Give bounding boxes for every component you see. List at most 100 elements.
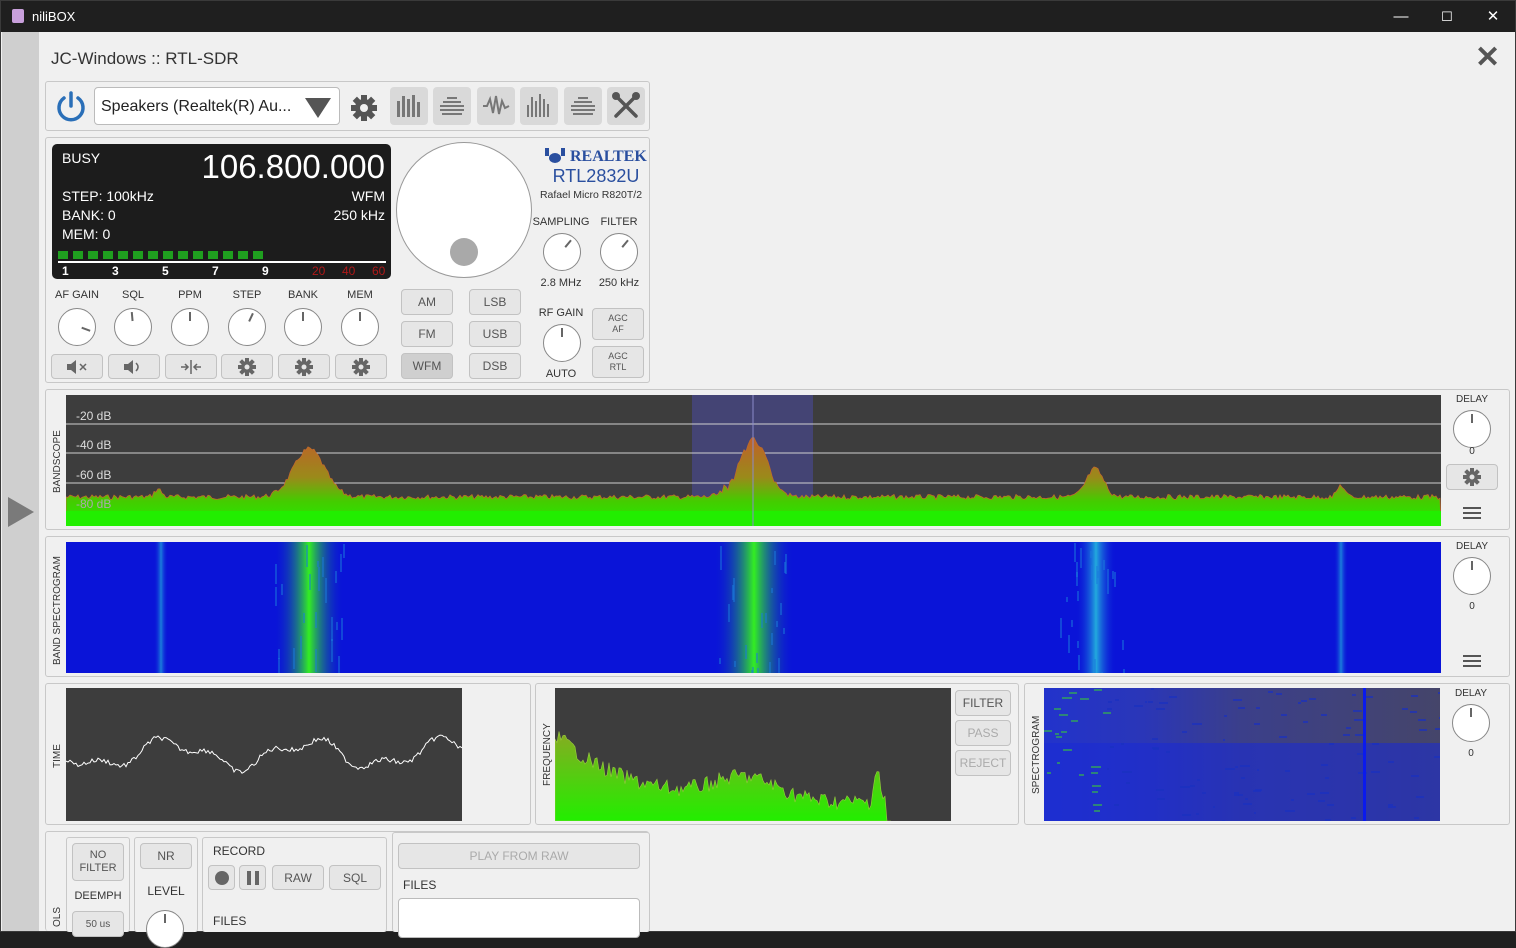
spectrogram-speck — [1371, 771, 1380, 773]
tuning-dial-grip[interactable] — [450, 238, 478, 266]
agc-rtl-button[interactable]: AGC RTL — [592, 346, 644, 378]
waveform-trace — [66, 734, 462, 774]
files-list[interactable] — [398, 898, 640, 938]
filter-knob[interactable] — [600, 233, 638, 271]
spectrogram-delay-knob[interactable] — [1453, 557, 1491, 595]
sql-knob[interactable] — [114, 308, 152, 346]
spectrogram-toggle-button[interactable] — [433, 87, 471, 125]
bank-knob[interactable] — [284, 308, 322, 346]
rfgain-label: RF GAIN — [538, 307, 584, 319]
agc-af-button[interactable]: AGC AF — [592, 308, 644, 340]
spectrogram-streak — [780, 603, 782, 615]
spectrogram-streak — [1071, 620, 1073, 627]
mode-am-button[interactable]: AM — [401, 289, 453, 315]
spectrogram-speck — [1057, 762, 1060, 764]
maximize-icon[interactable]: ☐ — [1441, 9, 1453, 24]
frequency-plot[interactable] — [555, 688, 951, 821]
frequency-toggle-button[interactable] — [520, 87, 558, 125]
spectrogram-streak — [761, 613, 763, 628]
raw-button[interactable]: RAW — [272, 865, 324, 890]
audio-spectrogram-label: SPECTROGRAM — [1031, 715, 1042, 794]
bandscope-plot[interactable]: -20 dB -40 dB -60 dB -80 dB — [66, 395, 1441, 526]
tuning-dial[interactable] — [396, 142, 532, 278]
volume-button[interactable] — [108, 354, 160, 379]
spectrogram-speck — [1365, 696, 1373, 698]
bandscope-toggle-button[interactable] — [390, 87, 428, 125]
bandscope-svg — [66, 395, 1441, 526]
spectrogram-speck — [1321, 764, 1328, 766]
mute-button[interactable] — [51, 354, 103, 379]
spectrogram-speck — [1169, 696, 1177, 698]
record-button[interactable] — [208, 865, 235, 890]
device-close-icon[interactable]: ✕ — [1475, 41, 1501, 74]
mem-knob[interactable] — [341, 308, 379, 346]
lcd-frequency[interactable]: 106.800.000 — [201, 148, 385, 185]
waterfall-icon — [440, 97, 464, 115]
mode-dsb-button[interactable]: DSB — [469, 353, 521, 379]
bandscope-delay-knob[interactable] — [1453, 410, 1491, 448]
deemph-button[interactable]: 50 us — [72, 911, 124, 937]
nr-button[interactable]: NR — [140, 843, 192, 869]
nr-level-knob[interactable] — [146, 910, 184, 948]
sql-record-button[interactable]: SQL — [329, 865, 381, 890]
step-knob[interactable] — [228, 308, 266, 346]
spectrogram-speck — [1080, 698, 1089, 700]
bars-icon — [397, 95, 420, 117]
audio-spectrogram-toggle-button[interactable] — [564, 87, 602, 125]
audio-delay-knob[interactable] — [1452, 704, 1490, 742]
filter-button[interactable]: FILTER — [955, 690, 1011, 716]
spectrogram-speck — [1434, 756, 1440, 758]
record-group: RECORD RAW SQL FILES — [202, 837, 387, 932]
spectrogram-streak — [1076, 572, 1078, 586]
audio-device-select[interactable]: Speakers (Realtek(R) Au... — [94, 87, 340, 125]
expand-arrow-icon[interactable] — [8, 497, 34, 527]
mode-wfm-button[interactable]: WFM — [401, 353, 453, 379]
ppm-center-button[interactable] — [165, 354, 217, 379]
tools-toggle-button[interactable] — [607, 87, 645, 125]
pause-button[interactable] — [239, 865, 266, 890]
rfgain-knob[interactable] — [543, 324, 581, 362]
play-from-raw-button[interactable]: PLAY FROM RAW — [398, 843, 640, 869]
hamburger-menu-icon[interactable] — [1462, 506, 1482, 520]
spectrogram-streak — [278, 658, 280, 673]
meter-segment — [298, 251, 308, 259]
af-gain-knob[interactable] — [58, 308, 96, 346]
mode-lsb-button[interactable]: LSB — [469, 289, 521, 315]
mode-usb-button[interactable]: USB — [469, 321, 521, 347]
spectrogram-speck — [1351, 817, 1356, 819]
spectrogram-speck — [1235, 766, 1238, 768]
gear-icon[interactable] — [349, 93, 379, 123]
reject-button[interactable]: REJECT — [955, 750, 1011, 776]
band-spectrogram-plot[interactable] — [66, 542, 1441, 673]
spectrogram-speck — [1091, 766, 1101, 768]
time-plot[interactable] — [66, 688, 462, 821]
sampling-label: SAMPLING — [532, 216, 590, 228]
bandscope-settings-button[interactable] — [1446, 464, 1498, 490]
power-icon[interactable] — [54, 89, 88, 123]
chevron-down-icon[interactable] — [303, 96, 333, 120]
audio-spectrogram-plot[interactable] — [1044, 688, 1440, 821]
meter-scale: 1 3 5 7 9 20 40 60 — [58, 264, 388, 278]
mode-fm-button[interactable]: FM — [401, 321, 453, 347]
spectrogram-speck — [1234, 794, 1239, 796]
pass-button[interactable]: PASS — [955, 720, 1011, 746]
time-toggle-button[interactable] — [477, 87, 515, 125]
no-filter-button[interactable]: NO FILTER — [72, 843, 124, 881]
spectrogram-speck — [1180, 786, 1190, 788]
step-settings-button[interactable] — [221, 354, 273, 379]
side-panel-toggle[interactable] — [2, 32, 39, 931]
minimize-icon[interactable]: — — [1393, 8, 1409, 25]
spectrogram-speck — [1063, 749, 1072, 751]
spectrogram-speck — [1121, 743, 1124, 745]
spectrogram-speck — [1276, 693, 1282, 695]
spectrum-icon — [527, 94, 549, 117]
bank-settings-button[interactable] — [278, 354, 330, 379]
hamburger-menu-icon[interactable] — [1462, 654, 1482, 668]
window-close-icon[interactable]: ✕ — [1486, 8, 1500, 25]
spectrogram-speck — [1355, 734, 1364, 736]
mem-settings-button[interactable] — [335, 354, 387, 379]
sampling-knob[interactable] — [543, 233, 581, 271]
spectrogram-streak — [728, 604, 730, 622]
ppm-knob[interactable] — [171, 308, 209, 346]
playback-files-label: FILES — [403, 878, 437, 892]
